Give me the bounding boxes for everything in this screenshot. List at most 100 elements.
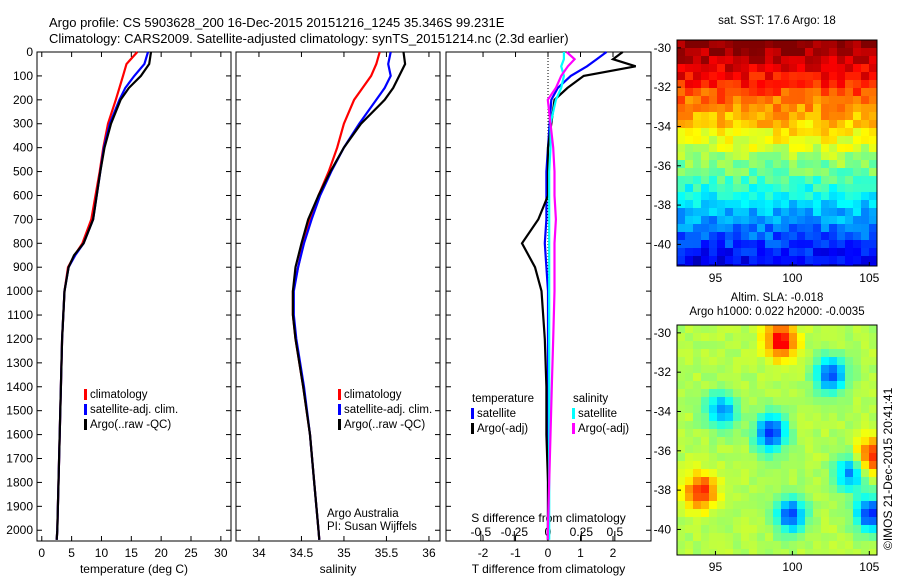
sst-cell (701, 152, 709, 160)
sla-cell (797, 541, 805, 549)
sla-cell (773, 413, 781, 421)
sst-cell (741, 176, 749, 184)
sst-cell (717, 176, 725, 184)
sst-cell (797, 112, 805, 120)
sst-cell (765, 200, 773, 208)
sla-cell (797, 429, 805, 437)
sst-cell (733, 256, 741, 264)
sla-cell (861, 389, 869, 397)
sst-cell (685, 184, 693, 192)
sla-cell (797, 549, 805, 555)
sla-cell (821, 389, 829, 397)
sla-cell (845, 405, 853, 413)
sst-cell (773, 240, 781, 248)
sst-cell (845, 184, 853, 192)
sla-cell (741, 429, 749, 437)
sst-cell (845, 88, 853, 96)
sla-cell (749, 469, 757, 477)
sst-cell (813, 256, 821, 264)
sst-cell (869, 176, 877, 184)
sla-cell (749, 453, 757, 461)
sst-cell (781, 176, 789, 184)
sst-cell (685, 200, 693, 208)
sst-cell (685, 248, 693, 256)
sst-cell (789, 96, 797, 104)
sla-cell (845, 429, 853, 437)
sst-cell (837, 240, 845, 248)
sla-cell (813, 493, 821, 501)
sla-cell (773, 525, 781, 533)
sst-cell (869, 232, 877, 240)
sla-cell (797, 365, 805, 373)
sst-cell (717, 144, 725, 152)
sla-cell (709, 469, 717, 477)
sst-cell (693, 248, 701, 256)
sla-cell (805, 469, 813, 477)
sst-cell (765, 232, 773, 240)
sla-cell (813, 549, 821, 555)
sst-cell (717, 128, 725, 136)
sla-cell (693, 541, 701, 549)
sla-cell (861, 525, 869, 533)
sst-cell (829, 248, 837, 256)
sst-cell (717, 240, 725, 248)
sst-cell (829, 136, 837, 144)
sst-cell (733, 120, 741, 128)
x-axis-label: temperature (deg C) (80, 562, 188, 576)
sst-cell (813, 216, 821, 224)
map-y-tick-label: -40 (654, 237, 672, 251)
sst-cell (733, 128, 741, 136)
sst-cell (805, 248, 813, 256)
sst-cell (709, 168, 717, 176)
sla-cell (677, 541, 685, 549)
sst-cell (725, 112, 733, 120)
sst-cell (837, 120, 845, 128)
legend-label-s_satellite: satellite (578, 408, 617, 420)
sla-cell (701, 341, 709, 349)
sla-cell (765, 445, 773, 453)
sla-cell (813, 461, 821, 469)
sst-cell (741, 240, 749, 248)
sst-cell (861, 120, 869, 128)
sla-cell (845, 469, 853, 477)
sla-cell (749, 357, 757, 365)
sla-cell (861, 413, 869, 421)
sst-cell (765, 96, 773, 104)
sla-cell (789, 437, 797, 445)
sla-cell (789, 501, 797, 509)
sla-cell (709, 413, 717, 421)
sst-cell (741, 112, 749, 120)
sla-cell (789, 421, 797, 429)
sla-cell (757, 429, 765, 437)
sst-cell (757, 104, 765, 112)
sla-cell (845, 493, 853, 501)
sla-cell (677, 461, 685, 469)
sla-cell (789, 469, 797, 477)
sla-cell (861, 549, 869, 555)
sla-cell (757, 525, 765, 533)
sla-cell (813, 341, 821, 349)
sla-cell (845, 525, 853, 533)
sla-cell (845, 517, 853, 525)
legend-swatch-climatology (338, 389, 341, 400)
map-x-tick-label: 105 (859, 271, 879, 285)
sst-cell (869, 160, 877, 168)
series-line-argo (55, 51, 153, 540)
sla-cell (765, 469, 773, 477)
sst-cell (717, 48, 725, 56)
sla-cell (709, 485, 717, 493)
sla-cell (677, 389, 685, 397)
sla-cell (717, 453, 725, 461)
sla-cell (781, 357, 789, 365)
sst-cell (837, 40, 845, 48)
sst-cell (677, 216, 685, 224)
sla-cell (813, 477, 821, 485)
sla-cell (797, 325, 805, 333)
sla-cell (773, 477, 781, 485)
sla-cell (773, 469, 781, 477)
sst-cell (773, 208, 781, 216)
map-frame (676, 39, 878, 267)
sst-cell (853, 96, 861, 104)
sla-cell (781, 493, 789, 501)
sst-cell (765, 80, 773, 88)
